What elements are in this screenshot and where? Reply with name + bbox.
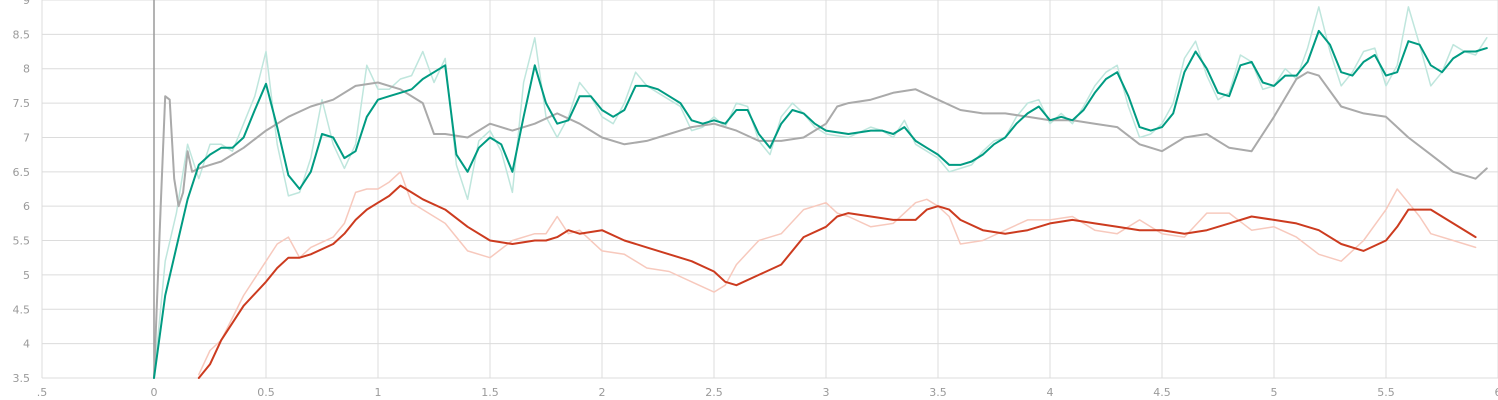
x-axis-tick-labels: .5 0 0.5 1 1.5 2 2.5 3 3.5 4 4.5 5 5.5 6 [37,386,1498,399]
y-tick-label: 5 [23,269,30,282]
x-tick-label: 5.5 [1377,386,1395,399]
x-tick-label: 3 [823,386,830,399]
x-tick-label: .5 [37,386,48,399]
y-tick-label: 8.5 [13,28,31,41]
y-axis-tick-labels: 3.5 4 4.5 5 5.5 6 6.5 7 7.5 8 8.5 9 [13,0,31,385]
series-2-raw-line [153,6,1488,379]
raw-series-lines [153,6,1488,379]
smoothed-series-lines [153,29,1488,379]
y-tick-label: 4.5 [13,303,31,316]
y-tick-label: 7.5 [13,97,31,110]
y-tick-label: 7 [23,131,30,144]
series-1-line [153,71,1488,379]
x-tick-label: 0 [151,386,158,399]
x-tick-label: 5 [1271,386,1278,399]
grid [41,0,1498,379]
series-3-line [197,184,1477,379]
series-1-raw-line [153,71,1488,379]
x-tick-label: 1.5 [481,386,499,399]
series-2-line [153,29,1488,379]
x-tick-label: 2.5 [705,386,723,399]
y-tick-label: 8 [23,63,30,76]
y-tick-label: 4 [23,338,30,351]
y-tick-label: 3.5 [13,372,31,385]
x-tick-label: 1 [375,386,382,399]
y-tick-label: 6.5 [13,166,31,179]
x-tick-label: 4 [1047,386,1054,399]
x-tick-label: 3.5 [929,386,947,399]
x-tick-label: 4.5 [1153,386,1171,399]
y-tick-label: 6 [23,200,30,213]
series-3-raw-line [198,171,1477,376]
x-tick-label: 2 [599,386,606,399]
x-tick-label: 6 [1495,386,1498,399]
x-tick-label: 0.5 [257,386,275,399]
y-tick-label: 5.5 [13,235,31,248]
y-tick-label: 9 [23,0,30,7]
